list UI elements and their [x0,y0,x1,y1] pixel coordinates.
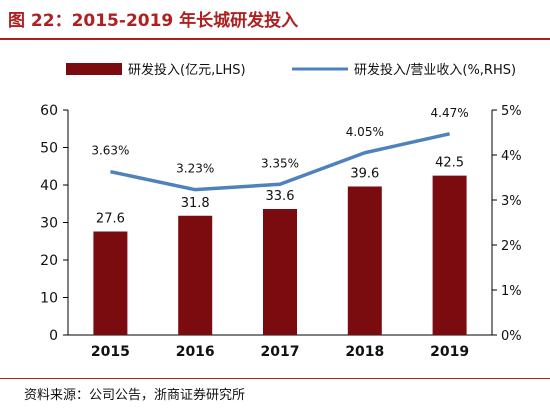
right-tick-label: 0% [501,329,522,344]
line-value-label: 3.35% [261,156,299,170]
title-divider [0,38,550,40]
line-series: 3.63% 3.23% 3.35% 4.05% 4.47% [91,106,469,192]
left-tick-label: 10 [40,291,58,307]
line-value-label: 4.05% [346,125,384,139]
x-tick-label: 2019 [430,344,469,360]
bar [178,215,213,335]
legend-bar-label: 研发投入(亿元,LHS) [128,62,246,78]
right-tick-label: 2% [501,239,522,254]
right-tick-label: 4% [501,149,522,164]
line-value-label: 3.23% [176,162,214,176]
bar [263,209,297,335]
x-tick-label: 2015 [91,344,130,360]
right-tick-label: 1% [501,284,522,299]
chart-title: 图 22：2015-2019 年长城研发投入 [8,11,299,31]
left-tick-label: 30 [40,216,58,232]
legend: 研发投入(亿元,LHS) 研发投入/营业收入(%,RHS) [66,62,516,78]
left-tick-label: 50 [40,141,58,157]
legend-bar-swatch [66,63,122,75]
x-tick-label: 2017 [261,344,300,360]
combo-chart: 研发投入(亿元,LHS) 研发投入/营业收入(%,RHS) 0 10 20 30 40 50… [40,62,522,360]
left-tick-label: 60 [40,103,58,119]
left-tick-label: 0 [49,328,58,344]
bar-value-label: 39.6 [350,167,379,182]
bar-value-label: 31.8 [181,196,210,211]
x-tick-label: 2018 [345,344,384,360]
source-divider [0,378,550,379]
line-value-label: 3.63% [91,144,129,158]
right-tick-label: 5% [501,104,522,119]
x-axis: 2015 2016 2017 2018 2019 [68,334,492,360]
bar [347,186,382,335]
bar [432,175,467,335]
line-path [110,132,450,192]
right-tick-label: 3% [501,194,522,209]
left-tick-label: 20 [40,253,58,269]
line-value-label: 4.47% [431,106,469,120]
right-axis: 0% 1% 2% 3% 4% 5% [491,104,522,344]
source-note: 资料来源：公司公告，浙商证券研究所 [24,388,246,403]
bar-value-label: 42.5 [435,156,464,171]
bar [93,231,128,335]
bar-value-label: 33.6 [266,189,295,204]
left-axis: 0 10 20 30 40 50 60 [40,103,69,344]
left-tick-label: 40 [40,178,58,194]
bar-value-label: 27.6 [96,212,125,227]
x-tick-label: 2016 [176,344,215,360]
legend-line-label: 研发投入/营业收入(%,RHS) [354,62,516,78]
bar-series: 27.6 31.8 33.6 39.6 42.5 [93,156,467,335]
